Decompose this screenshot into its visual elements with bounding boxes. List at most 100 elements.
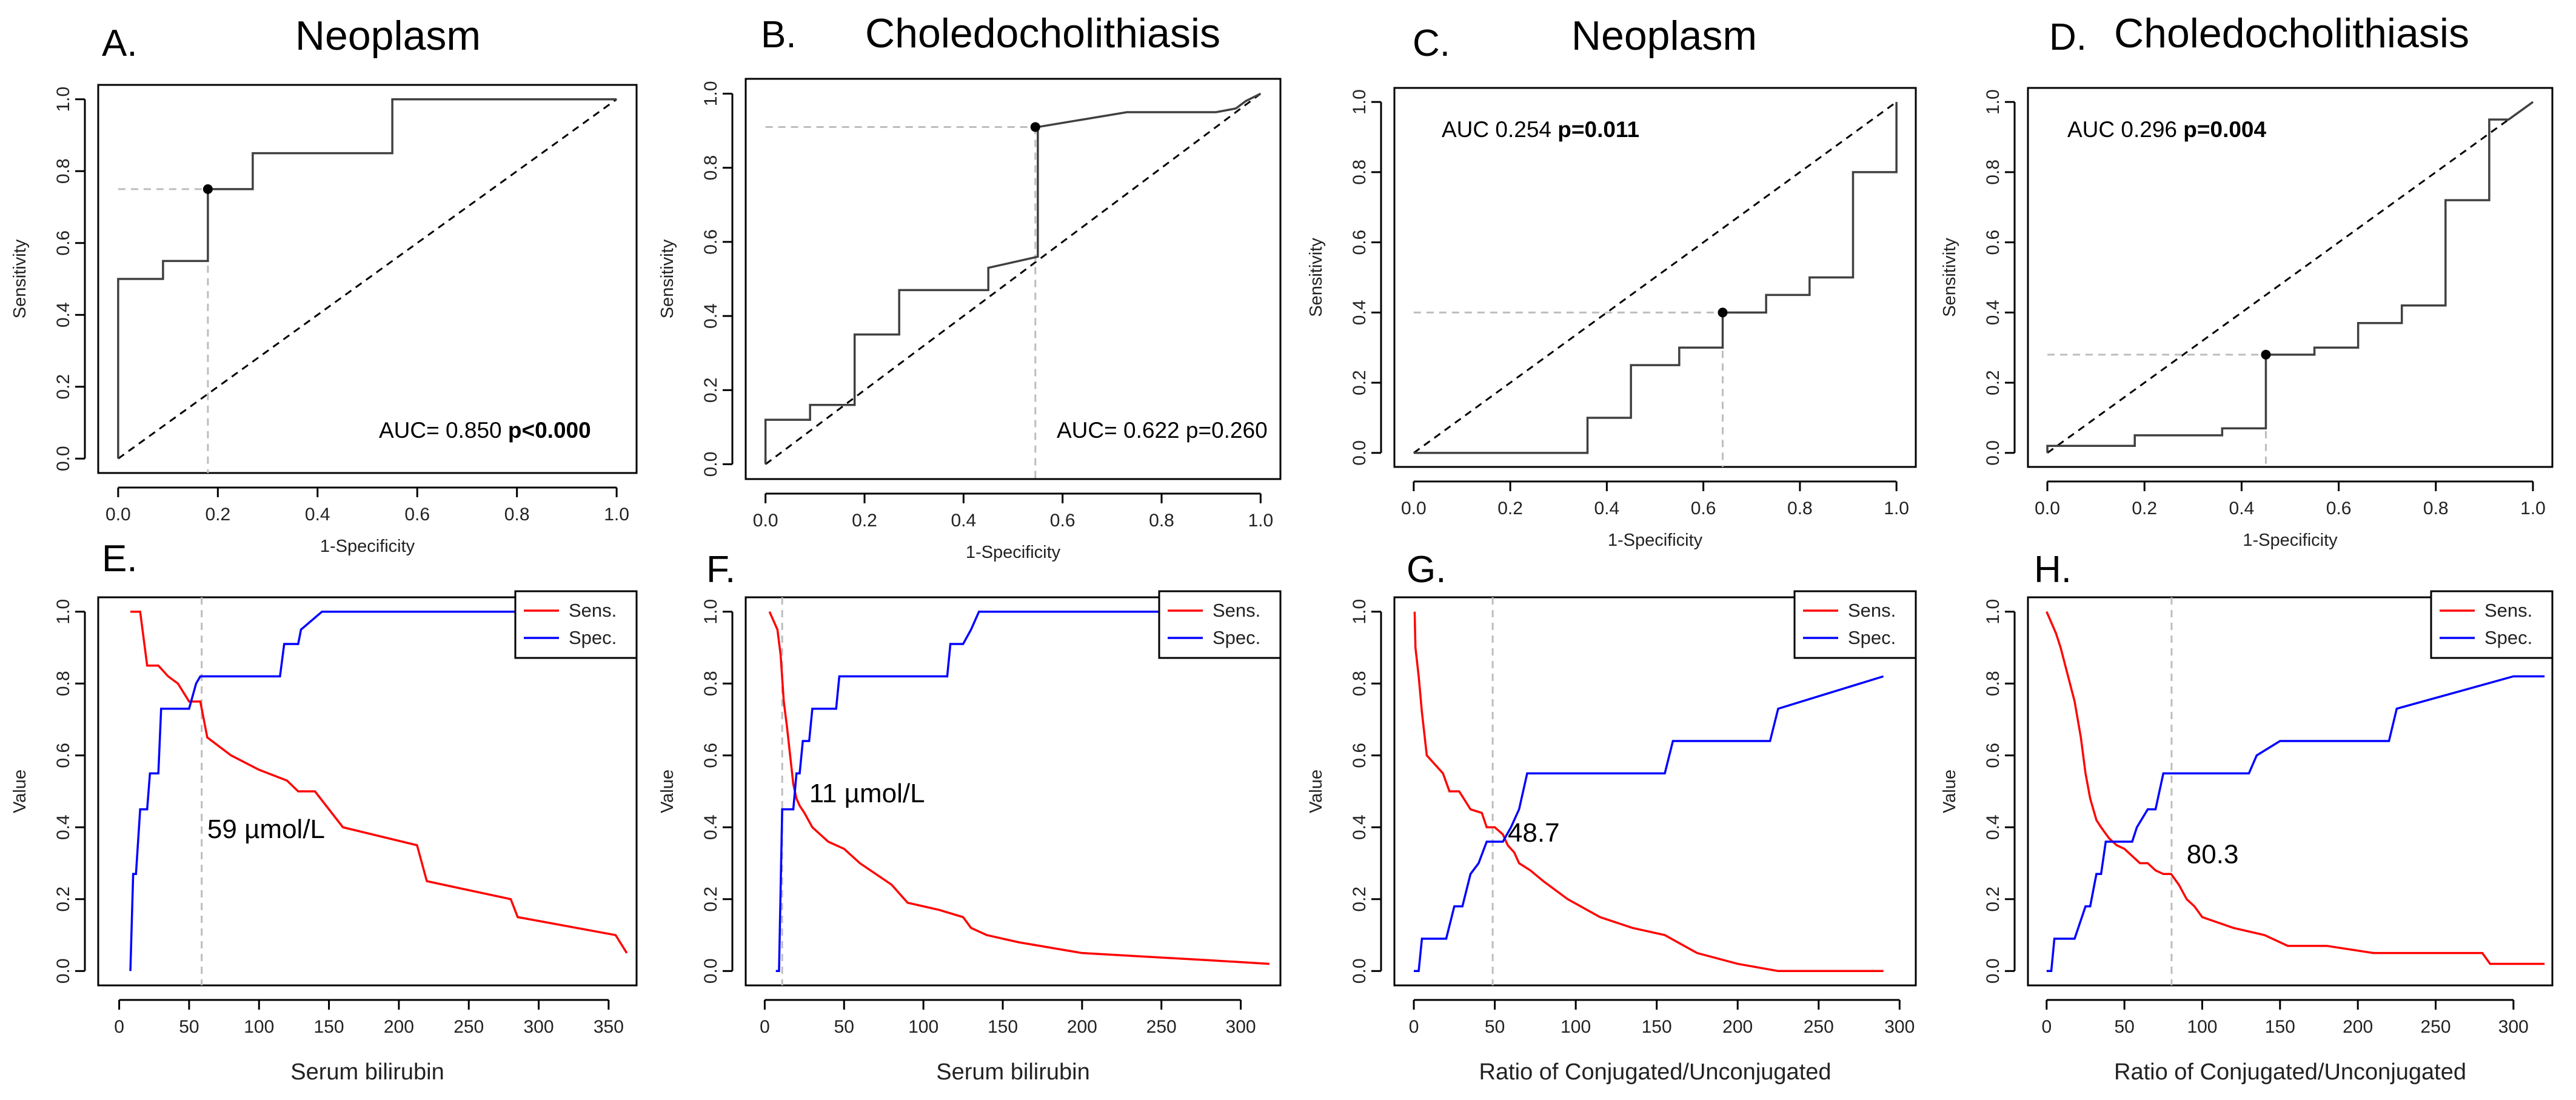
- auc-value: AUC= 0.850: [379, 418, 508, 443]
- cutoff-point: [202, 184, 213, 194]
- auc-value: AUC 0.296: [2067, 117, 2183, 142]
- x-tick-label: 0: [760, 1017, 770, 1037]
- legend-label: Sens.: [1213, 600, 1260, 621]
- x-tick-label: 0.4: [951, 511, 976, 531]
- x-tick-label: 150: [1642, 1017, 1672, 1037]
- x-tick-label: 0.6: [1691, 498, 1716, 518]
- series-line-spec: [2046, 675, 2545, 973]
- x-tick-label: 0.0: [2035, 498, 2060, 518]
- x-tick-label: 0.0: [105, 505, 131, 525]
- x-tick-label: 0.4: [305, 505, 330, 525]
- x-tick-label: 0: [1409, 1017, 1419, 1037]
- x-tick-label: 1.0: [604, 505, 629, 525]
- auc-annotation: AUC 0.296 p=0.004: [2067, 117, 2267, 142]
- legend-box: [1158, 590, 1282, 659]
- x-tick-label: 250: [453, 1017, 484, 1037]
- y-tick-label: 1.0: [1350, 89, 1370, 115]
- x-tick-label: 350: [594, 1017, 624, 1037]
- y-tick-label: 0.6: [53, 230, 73, 256]
- x-tick-label: 200: [384, 1017, 414, 1037]
- panel-label: A.: [102, 22, 138, 64]
- x-tick-label: 0.2: [1497, 498, 1523, 518]
- x-tick-label: 200: [1722, 1017, 1753, 1037]
- panel-a: A. Neoplasm 0.0 0.2 0.4 0.6 0.8 1.0 0.0 0.2 0.4 0.6…: [10, 13, 638, 556]
- x-tick-label: 50: [834, 1017, 854, 1037]
- x-axis-label: Ratio of Conjugated/Unconjugated: [2114, 1059, 2466, 1085]
- x-tick-label: 150: [2265, 1017, 2295, 1037]
- panel-title: Neoplasm: [1571, 13, 1757, 59]
- x-axis-label: 1-Specificity: [2243, 531, 2338, 550]
- legend-label: Spec.: [1213, 627, 1260, 648]
- x-tick-label: 50: [2114, 1017, 2134, 1037]
- y-tick-label: 0.8: [53, 158, 73, 184]
- panel-title: Choledocholithiasis: [2114, 10, 2469, 56]
- x-tick-label: 0.2: [852, 511, 877, 531]
- legend-label: Sens.: [1848, 600, 1896, 621]
- plot-frame: [1393, 87, 1917, 468]
- x-tick-label: 300: [524, 1017, 554, 1037]
- y-axis-label: Value: [658, 770, 677, 813]
- cutoff-point: [1718, 307, 1728, 318]
- y-tick-label: 0.2: [701, 887, 721, 912]
- panel-title: Choledocholithiasis: [865, 10, 1220, 56]
- y-axis-label: Sensitivity: [1940, 238, 1959, 317]
- x-tick-label: 0.8: [2423, 498, 2449, 518]
- x-tick-label: 0.4: [1594, 498, 1620, 518]
- x-tick-label: 300: [2498, 1017, 2529, 1037]
- plot-frame: [2027, 87, 2554, 468]
- panel-label: F.: [706, 549, 735, 591]
- x-tick-label: 50: [1485, 1017, 1505, 1037]
- y-tick-label: 1.0: [701, 599, 721, 625]
- x-axis-label: 1-Specificity: [966, 543, 1061, 562]
- x-tick-label: 1.0: [1248, 511, 1273, 531]
- cutoff-point: [2261, 349, 2271, 360]
- panel-f: F. 0 50 100 150 200 250 300 0.0 0.2 0.4 0.6 0.8 1.0 Se…: [658, 549, 1282, 1085]
- x-tick-label: 0.8: [1787, 498, 1813, 518]
- legend: Sens. Spec.: [514, 590, 638, 659]
- legend-label: Spec.: [1848, 627, 1896, 648]
- x-tick-label: 100: [908, 1017, 938, 1037]
- y-tick-label: 0.0: [53, 446, 73, 471]
- auc-annotation: AUC= 0.622 p=0.260: [1057, 418, 1268, 443]
- plot-frame: [1393, 596, 1917, 987]
- roc-curve: [2046, 101, 2534, 453]
- x-axis-label: Serum bilirubin: [936, 1059, 1089, 1085]
- y-axis-label: Sensitivity: [10, 239, 30, 318]
- panel-label: D.: [2049, 16, 2087, 58]
- y-tick-label: 0.6: [1983, 230, 2003, 255]
- reference-diagonal: [118, 98, 617, 460]
- y-tick-label: 0.6: [1350, 230, 1370, 255]
- legend: Sens. Spec.: [1158, 590, 1282, 659]
- panel-label: E.: [102, 538, 138, 580]
- y-tick-label: 0.6: [53, 743, 73, 768]
- p-value: p<0.000: [508, 418, 591, 443]
- y-tick-label: 0.4: [1983, 814, 2003, 840]
- y-tick-label: 0.4: [53, 814, 73, 840]
- x-tick-label: 0.4: [2229, 498, 2255, 518]
- cutoff-point: [1030, 122, 1040, 132]
- series-line-spec: [775, 610, 1270, 973]
- x-tick-label: 150: [988, 1017, 1018, 1037]
- series-line-sens: [2046, 611, 2545, 965]
- auc-value: AUC 0.254: [1442, 117, 1557, 142]
- y-tick-label: 0.2: [1983, 370, 2003, 395]
- p-value: p=0.004: [2183, 117, 2266, 142]
- x-tick-label: 100: [2187, 1017, 2217, 1037]
- y-tick-label: 0.8: [1983, 671, 2003, 696]
- y-tick-label: 0.0: [1350, 440, 1370, 466]
- y-axis-label: Value: [1306, 770, 1326, 813]
- x-tick-label: 300: [1226, 1017, 1256, 1037]
- x-tick-label: 0.2: [205, 505, 230, 525]
- plot-frame: [97, 596, 638, 987]
- y-tick-label: 0.4: [53, 302, 73, 327]
- legend: Sens. Spec.: [1793, 590, 1917, 659]
- y-tick-label: 0.2: [1350, 887, 1370, 912]
- reference-diagonal: [1413, 101, 1898, 454]
- plot-frame: [97, 84, 638, 474]
- y-tick-label: 0.8: [1350, 671, 1370, 696]
- x-axis-label: Ratio of Conjugated/Unconjugated: [1479, 1059, 1832, 1085]
- y-tick-label: 0.2: [1350, 370, 1370, 395]
- y-tick-label: 1.0: [1350, 599, 1370, 625]
- panel-title: Neoplasm: [295, 13, 481, 59]
- x-tick-label: 100: [1561, 1017, 1591, 1037]
